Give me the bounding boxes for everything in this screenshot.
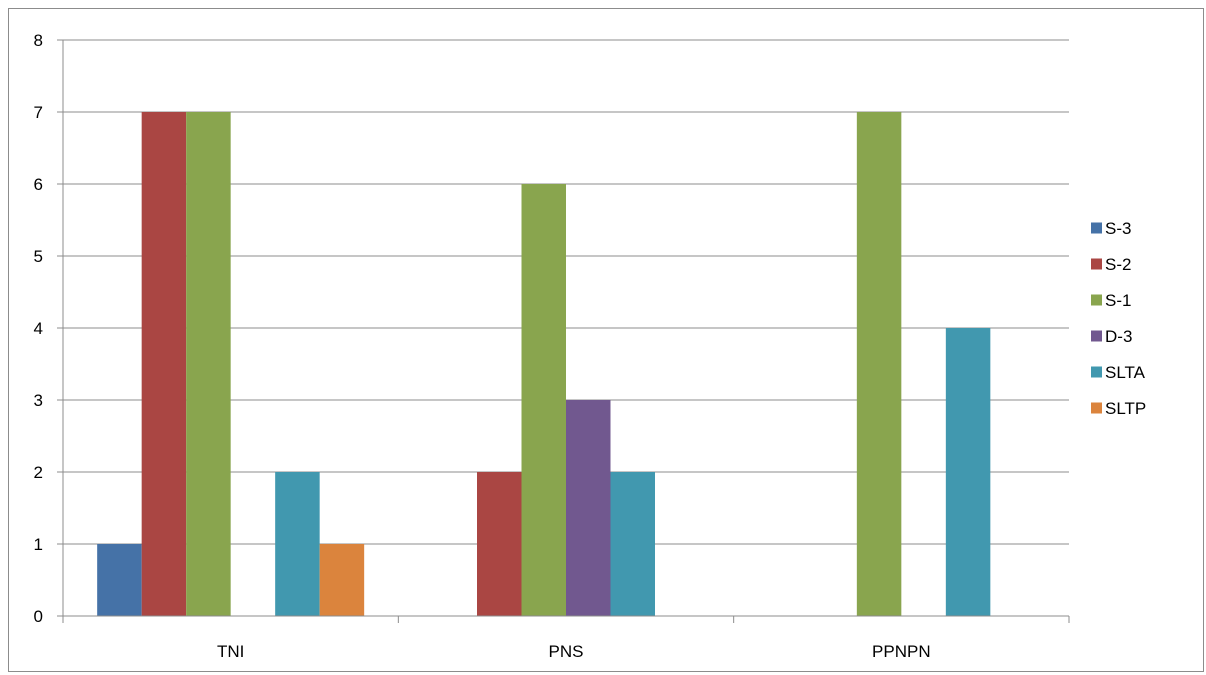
y-tick-label: 8 [34,31,43,50]
chart-frame [8,8,1204,672]
y-tick-label: 5 [34,247,43,266]
bar-sltp-tni [319,544,365,616]
y-tick-label: 0 [34,607,43,626]
bars [97,112,991,616]
bar-slta-pns [610,472,655,616]
legend: S-3 S-2 S-1 D-3 SLTA SLTP [1091,219,1146,418]
bar-slta-ppnpn [945,328,991,616]
bar-s-3-tni [97,544,142,616]
legend-label-s-3: S-3 [1105,219,1131,238]
bar-slta-tni [275,472,320,616]
x-category-label: PNS [549,642,584,661]
bar-s-2-tni [141,112,187,616]
y-tick-label: 2 [34,463,43,482]
legend-label-d-3: D-3 [1105,327,1132,346]
legend-swatch-s-1 [1091,294,1102,306]
x-category-label: PPNPN [872,642,931,661]
legend-label-s-1: S-1 [1105,291,1131,310]
legend-swatch-sltp [1091,402,1102,414]
bar-s-1-ppnpn [856,112,902,616]
legend-swatch-d-3 [1091,330,1102,342]
bar-s-1-pns [521,184,566,616]
axes: 0 1 2 3 4 5 6 7 8 TNI PNS PPNPN [34,31,1070,661]
bar-s-1-tni [186,112,231,616]
legend-swatch-s-3 [1091,222,1102,234]
legend-label-sltp: SLTP [1105,399,1146,418]
legend-label-s-2: S-2 [1105,255,1131,274]
x-category-label: TNI [217,642,244,661]
y-tick-label: 3 [34,391,43,410]
legend-label-slta: SLTA [1105,363,1146,382]
y-tick-label: 4 [34,319,43,338]
y-tick-label: 1 [34,535,43,554]
y-tick-label: 6 [34,175,43,194]
legend-swatch-s-2 [1091,258,1102,270]
legend-swatch-slta [1091,366,1102,378]
bar-s-2-pns [477,472,522,616]
bar-d-3-pns [566,400,611,616]
y-tick-label: 7 [34,103,43,122]
